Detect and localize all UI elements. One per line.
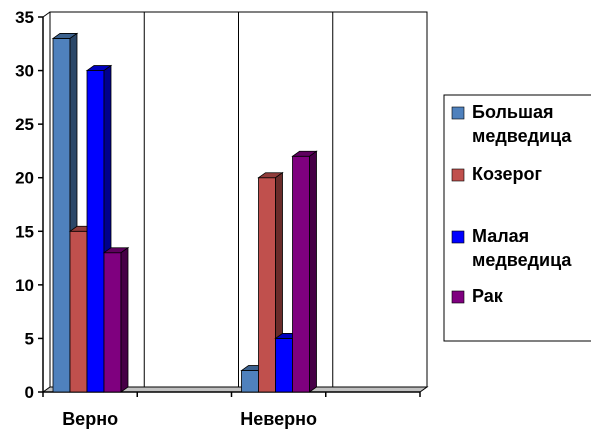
y-tick-label: 25 [15, 115, 34, 134]
legend-label: медведица [472, 126, 572, 146]
legend-box [443, 94, 591, 342]
legend-label: медведица [472, 250, 572, 270]
bar [102, 246, 130, 393]
y-tick-label: 35 [15, 8, 34, 27]
legend-label: Рак [472, 286, 504, 306]
plot-side-edge [42, 11, 51, 18]
y-tick-label: 20 [15, 169, 34, 188]
y-tick-label: 10 [15, 276, 34, 295]
y-tick-label: 5 [25, 329, 34, 348]
legend-swatch [451, 230, 465, 244]
legend-label: Малая [472, 226, 529, 246]
legend-label: Козерог [472, 164, 542, 184]
y-tick-label: 30 [15, 62, 34, 81]
bar [291, 150, 318, 393]
legend-swatch [451, 290, 465, 304]
legend-swatch [451, 106, 465, 120]
y-tick-label: 15 [15, 222, 34, 241]
x-category-label: Верно [62, 409, 118, 429]
legend-swatch [451, 168, 465, 182]
y-tick-label: 0 [25, 383, 34, 402]
x-category-label: Неверно [240, 409, 317, 429]
legend-label: Большая [472, 102, 554, 122]
